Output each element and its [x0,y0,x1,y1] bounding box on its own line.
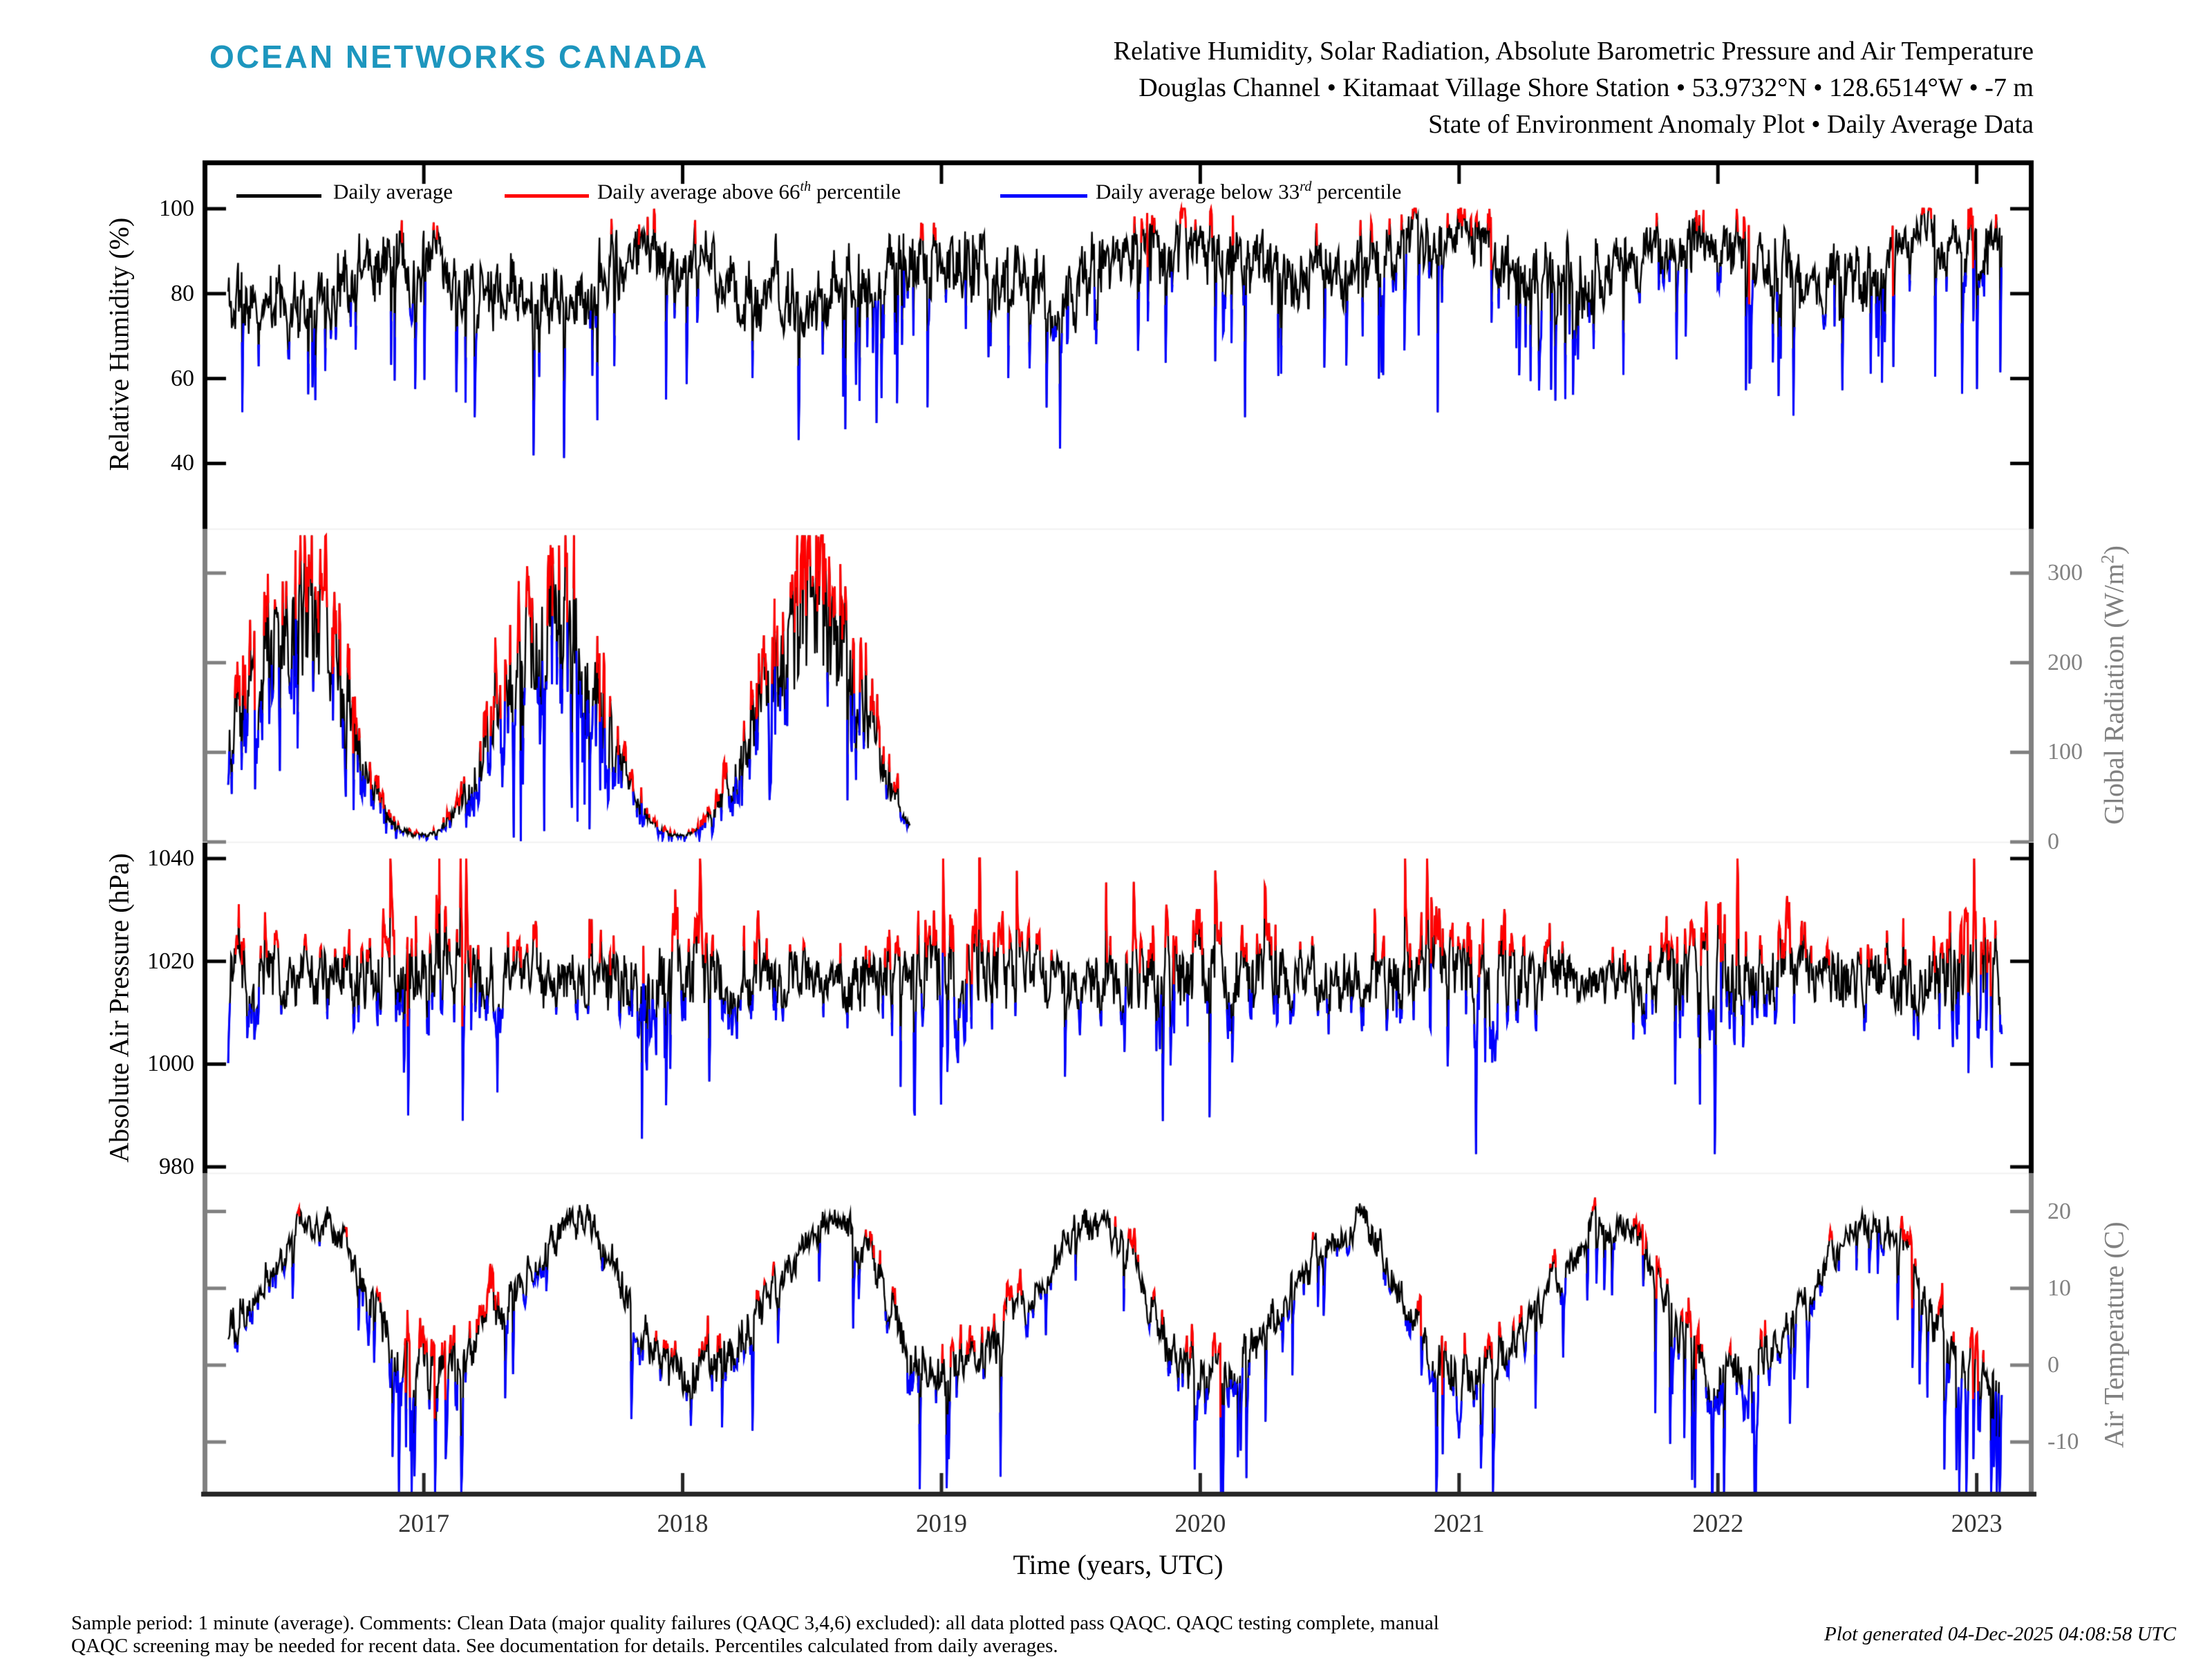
ytick-label-relative-humidity: 60 [171,365,194,391]
title-line-1: Relative Humidity, Solar Radiation, Abso… [1113,37,2034,66]
ytick-label-relative-humidity: 100 [159,196,194,221]
yaxis-title-air-pressure: Absolute Air Pressure (hPa) [102,853,135,1163]
title-line-2: Douglas Channel • Kitamaat Village Shore… [1138,73,2034,102]
yaxis-title-text: Absolute Air Pressure (hPa) [103,853,135,1163]
plot-generated-timestamp: Plot generated 04-Dec-2025 04:08:58 UTC [1824,1623,2176,1645]
legend-text: Daily average below 33 [1096,179,1300,204]
legend-sup: th [800,179,812,194]
xtick-label-year: 2023 [1951,1510,2003,1538]
yaxis-title-text: Air Temperature (C) [2098,1221,2130,1448]
ytick-label-relative-humidity: 80 [171,280,194,306]
yaxis-title-text: Global Radiation (W/m [2098,563,2130,825]
ytick-label-relative-humidity: 40 [171,450,194,476]
legend-label-above-66th: Daily average above 66th percentile [597,179,901,204]
legend-label-daily-average: Daily average [333,179,453,204]
ytick-label-absolute-air-pressure: 1040 [147,845,194,872]
yaxis-title-air-temperature: Air Temperature (C) [2097,1221,2130,1447]
yaxis-title-relative-humidity: Relative Humidity (%) [102,218,135,471]
xtick-label-year: 2019 [915,1510,967,1538]
xtick-label-year: 2021 [1433,1510,1485,1538]
onc-logo: OCEAN NETWORKS CANADA [209,39,709,75]
xaxis-title: Time (years, UTC) [1013,1549,1224,1580]
xtick-label-year: 2017 [398,1510,450,1538]
yaxis-title-text: Relative Humidity (%) [103,217,135,471]
ytick-label-absolute-air-pressure: 980 [159,1154,194,1180]
ytick-label-air-temperature: -10 [2047,1429,2079,1455]
legend-line-black [236,194,321,198]
ytick-label-air-temperature: 0 [2047,1351,2059,1378]
xtick-label-year: 2020 [1174,1510,1226,1538]
footer-line-1: Sample period: 1 minute (average). Comme… [71,1612,1439,1634]
legend-text: percentile [811,179,901,204]
ytick-label-absolute-air-pressure: 1000 [147,1051,194,1077]
ytick-label-absolute-air-pressure: 1020 [147,948,194,974]
ytick-label-solar-radiation: 0 [2047,829,2059,854]
title-line-3: State of Environment Anomaly Plot • Dail… [1428,110,2034,139]
footer-line-2: QAQC screening may be needed for recent … [71,1635,1058,1657]
yaxis-title-text: ) [2098,545,2130,555]
plot-title: Relative Humidity, Solar Radiation, Abso… [1114,33,2034,143]
footer-comments: Sample period: 1 minute (average). Comme… [71,1612,1439,1658]
legend-sup: rd [1300,179,1312,194]
ytick-label-air-temperature: 10 [2047,1275,2071,1301]
ytick-label-solar-radiation: 100 [2047,739,2083,765]
legend-line-blue [1000,194,1087,198]
xtick-label-year: 2018 [657,1510,709,1538]
legend-line-red [505,194,589,198]
xtick-label-year: 2022 [1692,1510,1744,1538]
legend-text: percentile [1311,179,1402,204]
legend-label-below-33rd: Daily average below 33rd percentile [1096,179,1401,204]
ytick-label-air-temperature: 20 [2047,1198,2071,1224]
legend-text: Daily average [333,179,453,204]
ytick-label-solar-radiation: 200 [2047,649,2083,675]
ytick-label-solar-radiation: 300 [2047,560,2083,586]
legend-text: Daily average above 66 [597,179,800,204]
